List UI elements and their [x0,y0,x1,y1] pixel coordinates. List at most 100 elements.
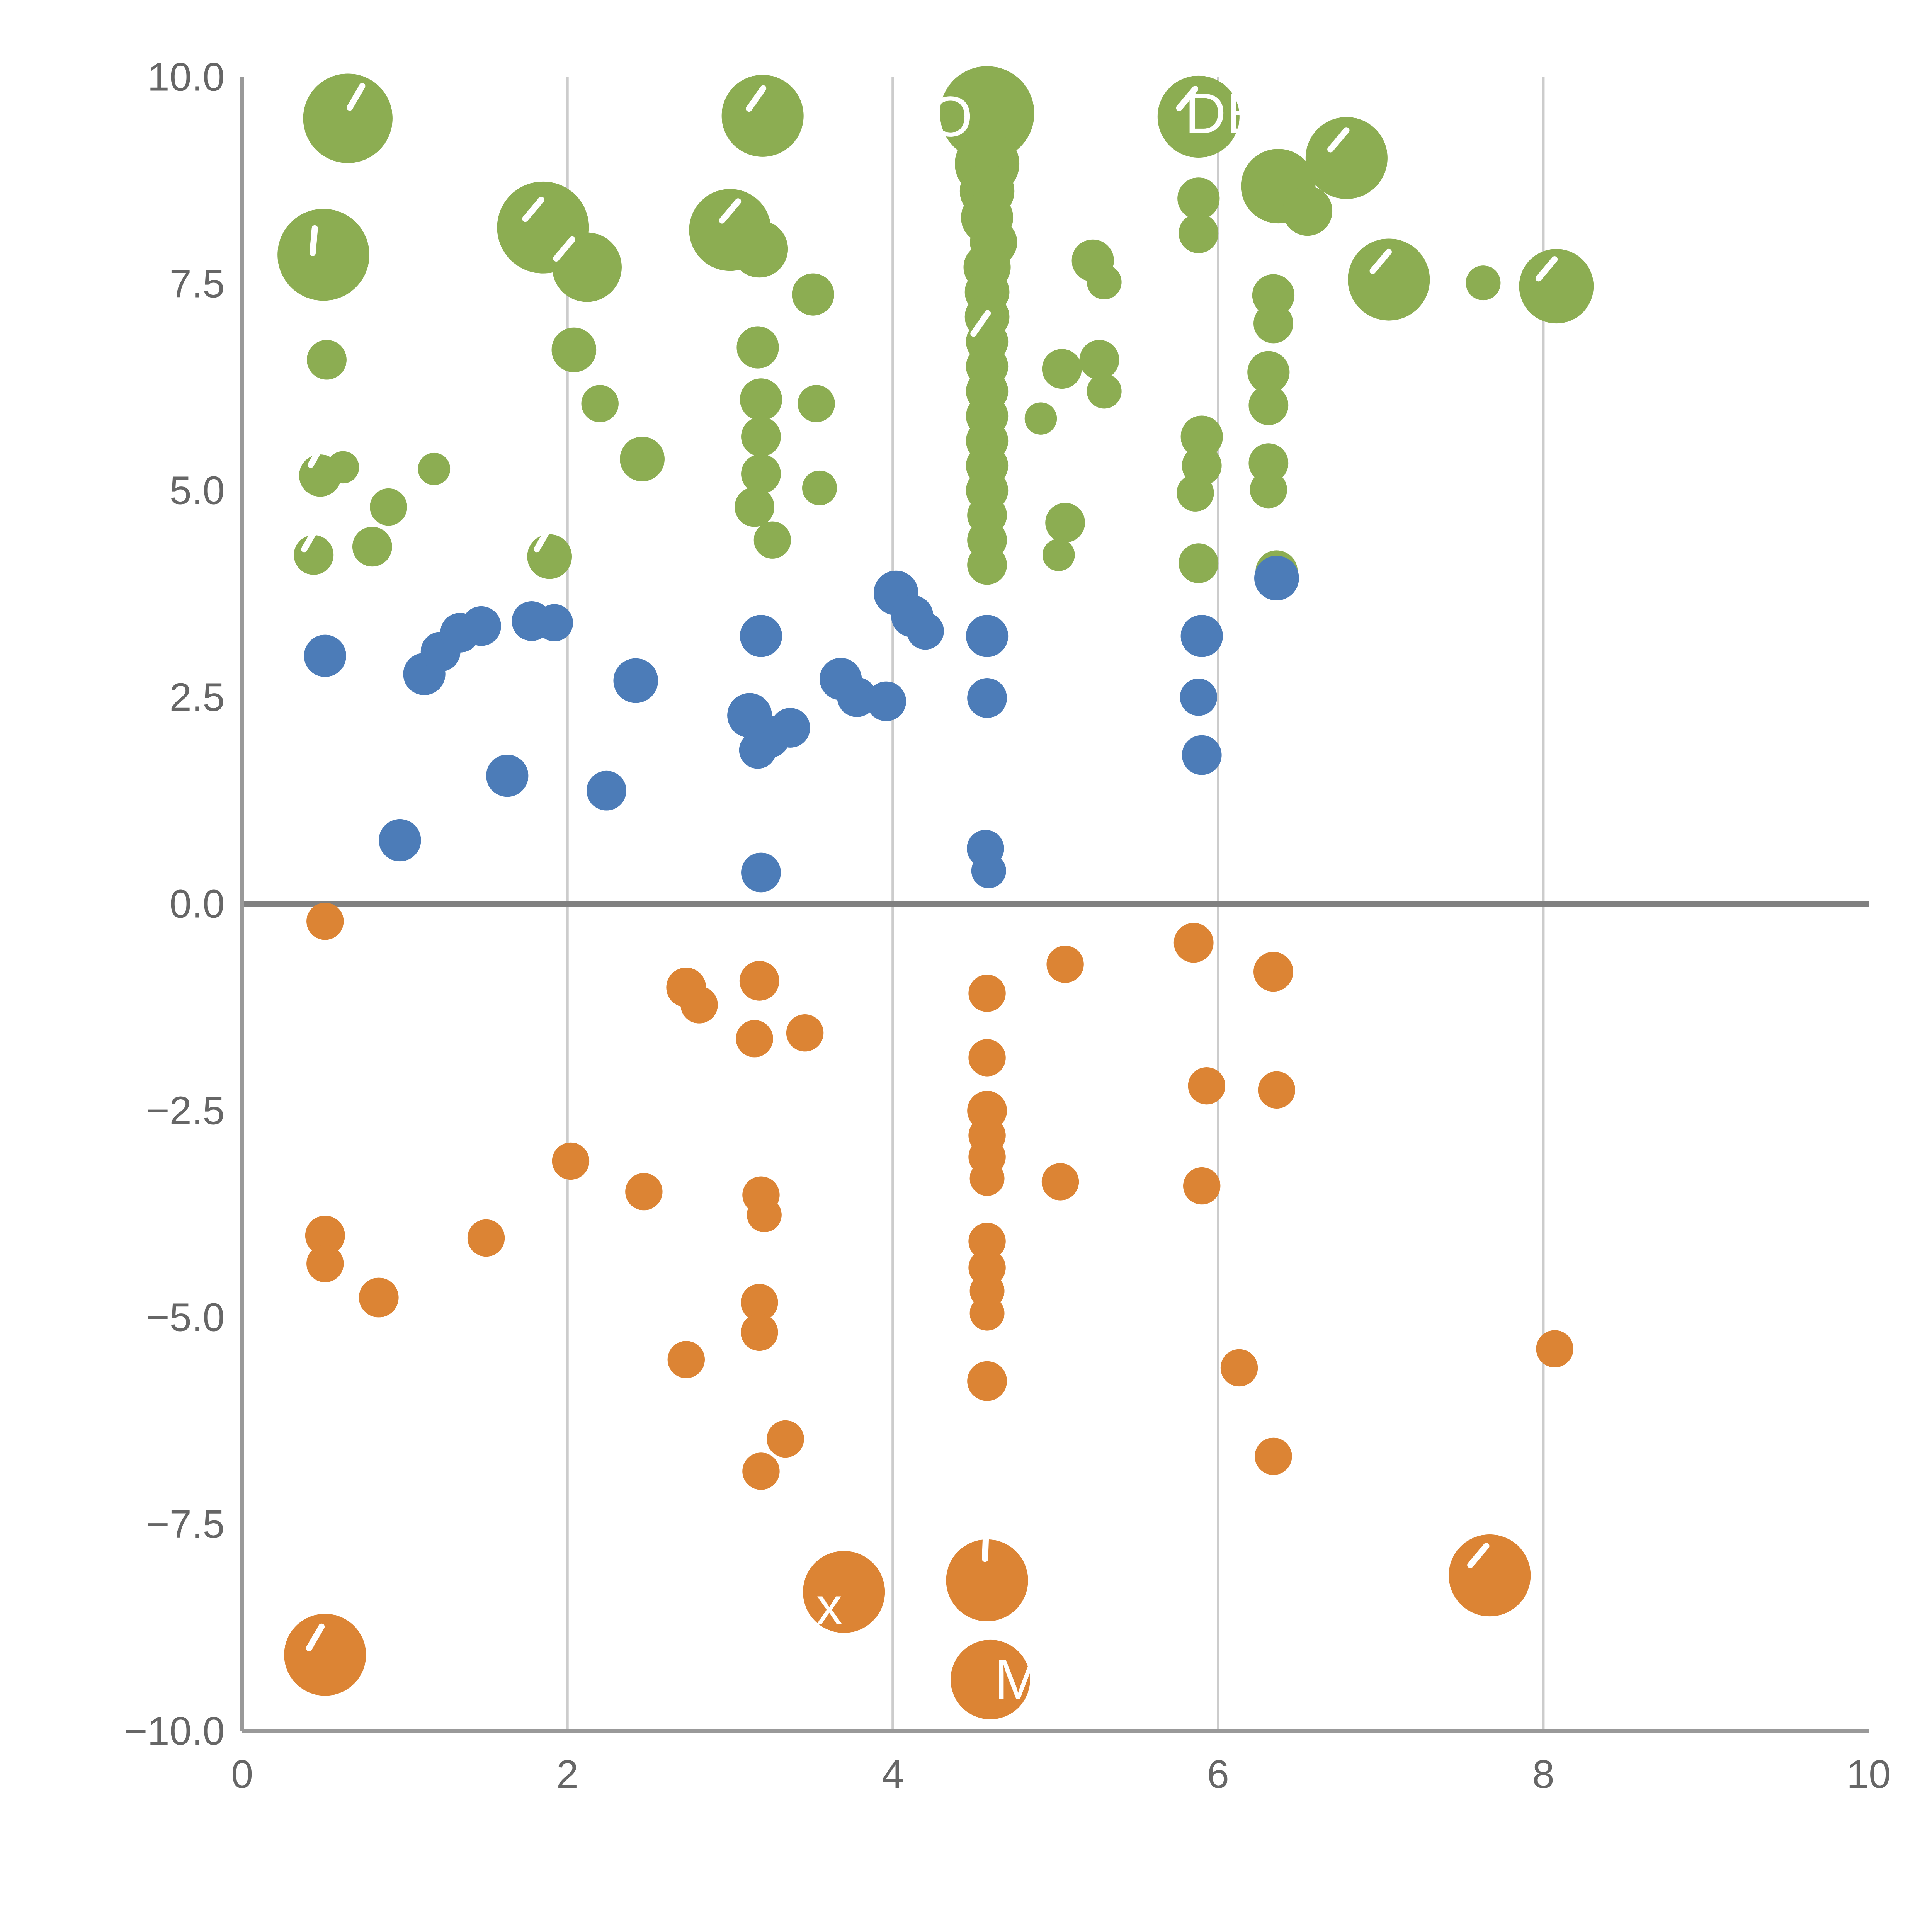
bubble-label-fragment [982,1531,989,1562]
x-tick-label: 10 [1847,1752,1891,1796]
bubble-label-fragment [347,83,366,111]
data-point-green [1177,474,1214,512]
data-point-green [1179,213,1219,253]
data-point-green [735,487,775,527]
data-point-blue [740,615,782,657]
data-point-green [1250,471,1287,509]
data-point-green [1179,543,1219,583]
data-point-green [792,273,834,316]
data-point-green [802,470,837,505]
data-point-green [551,327,597,372]
data-point-green [1045,503,1085,543]
data-point-orange [467,1219,505,1257]
data-point-green [1087,374,1122,409]
data-point-green [1177,177,1220,220]
data-point-green [620,437,665,481]
data-point-green [1087,264,1122,299]
data-point-orange [1188,1067,1226,1105]
bubble-label-fragment [301,524,320,553]
bubble-label: LEO [858,85,973,148]
data-point-blue [837,677,877,717]
bubble-label-fragment [746,85,767,112]
data-point-green [1247,351,1290,393]
data-point-green [740,378,782,421]
data-point-green [277,209,369,301]
data-point-green [1024,402,1057,435]
data-point-orange [786,1014,824,1052]
bubble-label-fragment [1176,86,1199,111]
bubble-label: x [816,1577,842,1635]
data-point-blue [461,606,501,646]
data-point-orange [305,1216,345,1255]
data-point-green [1180,415,1223,458]
data-point-green [370,488,407,526]
data-point-blue [967,678,1007,718]
data-point-orange [968,975,1006,1012]
data-point-green [741,454,781,494]
data-point-blue [1182,735,1222,775]
data-point-orange [803,1551,885,1633]
data-point-blue [906,612,944,650]
data-point-green [741,417,781,457]
bubble-label-fragment [309,225,318,257]
data-point-orange [736,1020,773,1058]
data-point-orange [739,961,779,1001]
data-point-orange [625,1173,663,1211]
data-point-orange [1536,1330,1573,1367]
bubble-label-fragment [306,1623,325,1651]
bubble-label-fragment [553,236,575,262]
x-tick-label: 8 [1532,1752,1554,1796]
y-tick-label: 2.5 [170,675,225,719]
x-tick-label: 2 [556,1752,578,1796]
bubble-label-fragment [970,310,991,337]
data-point-orange [552,1142,590,1180]
data-point-orange [1449,1534,1531,1617]
data-point-orange [359,1277,399,1318]
data-point-orange [667,1341,705,1378]
data-point-green [721,75,804,157]
y-tick-label: 0.0 [170,882,225,926]
data-point-green [1248,385,1289,425]
data-point-green [753,521,791,559]
y-tick-label: −10.0 [124,1709,224,1753]
data-point-green [552,232,622,302]
data-point-blue [770,708,810,748]
data-point-orange [1255,1437,1292,1475]
bubble-label-fragment [1467,1543,1490,1568]
data-point-orange [967,1361,1007,1401]
data-point-green [798,385,835,422]
bubble-label-fragment [1535,256,1558,282]
bubble-label-fragment [1327,127,1350,153]
y-tick-label: 5.0 [170,468,225,513]
data-point-orange [741,1284,778,1321]
data-point-orange [767,1420,804,1458]
bubble-label-fragment [1369,248,1392,274]
data-point-blue [613,658,658,703]
data-point-green [1042,349,1082,389]
data-point-green [1079,340,1119,380]
bubble-label-fragment [522,196,544,222]
data-point-blue [741,852,781,893]
data-point-blue [971,853,1006,888]
data-point-orange [969,1161,1005,1196]
data-point-orange [680,986,718,1024]
data-point-green [1252,274,1295,316]
data-point-orange [1041,1163,1079,1201]
data-point-green [940,66,1034,161]
data-point-green [527,534,572,579]
data-point-orange [969,1296,1005,1331]
data-point-blue [1180,615,1223,657]
data-point-green [294,535,334,575]
data-point-green [352,527,392,567]
data-point-orange [968,1039,1006,1077]
data-point-green [418,452,451,485]
data-point-orange [968,1223,1006,1260]
bubble-label-fragment [308,440,327,468]
data-point-orange [747,1197,782,1232]
y-tick-label: 7.5 [170,262,225,306]
bubble-label-fragment [719,198,742,224]
data-point-blue [966,615,1009,657]
data-point-blue [1254,556,1299,600]
data-point-orange [741,1313,778,1351]
